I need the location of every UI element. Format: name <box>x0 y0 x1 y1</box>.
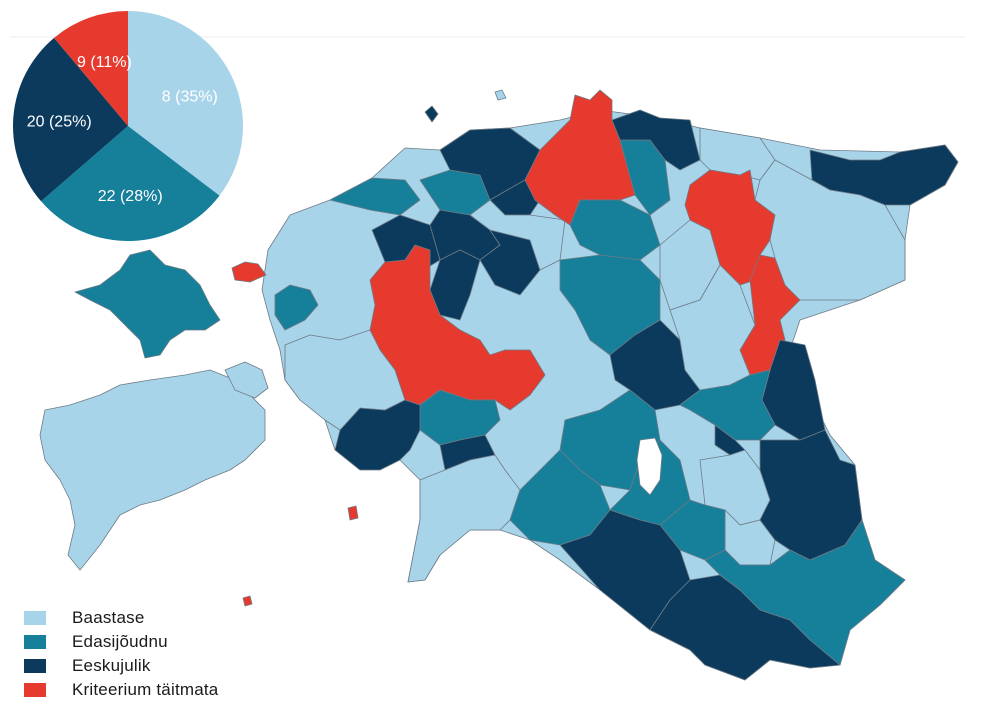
region-jarva-3 <box>679 369 776 441</box>
region-harju-7 <box>469 199 566 271</box>
lake-vortsjarv <box>636 437 663 496</box>
island-north-dark <box>424 105 439 123</box>
legend-swatch <box>24 635 46 649</box>
legend-label: Edasijõudnu <box>72 632 168 651</box>
pie-label-0: 8 (35%) <box>162 88 218 105</box>
region-south-1 <box>559 509 691 631</box>
region-south-3 <box>704 519 906 666</box>
legend: Baastase Edasijõudnu Eeskujulik Kriteeri… <box>24 606 218 702</box>
island-hiiumaa <box>74 249 221 359</box>
region-parnu-1 <box>419 389 501 446</box>
legend-swatch <box>24 611 46 625</box>
pie-slice-0 <box>128 11 244 196</box>
legend-item-edasijoudnu: Edasijõudnu <box>24 630 218 654</box>
map-regions <box>39 89 959 681</box>
region-tartu-4 <box>759 429 863 561</box>
pie-label-3: 9 (11%) <box>77 54 132 71</box>
island-north-small <box>494 89 507 101</box>
legend-swatch <box>24 659 46 673</box>
region-iv-2 <box>754 159 906 301</box>
legend-label: Eeskujulik <box>72 656 151 675</box>
region-harju-west <box>329 177 421 216</box>
island-muhu <box>224 361 269 399</box>
region-laane-1 <box>274 284 319 331</box>
pie-slice-2 <box>12 37 129 202</box>
legend-label: Kriteerium täitmata <box>72 680 219 699</box>
legend-item-baastase: Baastase <box>24 606 218 630</box>
island-kihnu <box>347 505 359 521</box>
legend-swatch <box>24 683 46 697</box>
legend-label: Baastase <box>72 608 145 627</box>
region-lv-2 <box>611 109 701 171</box>
island-saaremaa <box>39 369 266 571</box>
pie-label-2: 20 (25%) <box>27 114 92 131</box>
island-vormsi <box>231 261 267 283</box>
pie-slice-1 <box>41 126 220 242</box>
legend-item-kriteerium: Kriteerium täitmata <box>24 678 218 702</box>
legend-item-eeskujulik: Eeskujulik <box>24 654 218 678</box>
region-parnu-coast <box>407 454 521 583</box>
island-ruhnu <box>242 595 253 607</box>
pie-slice-3 <box>54 10 128 126</box>
pie-label-1: 22 (28%) <box>98 188 163 205</box>
pie-chart: 8 (35%) 22 (28%) 20 (25%) 9 (11%) <box>12 10 244 242</box>
region-laane-2 <box>284 329 406 431</box>
